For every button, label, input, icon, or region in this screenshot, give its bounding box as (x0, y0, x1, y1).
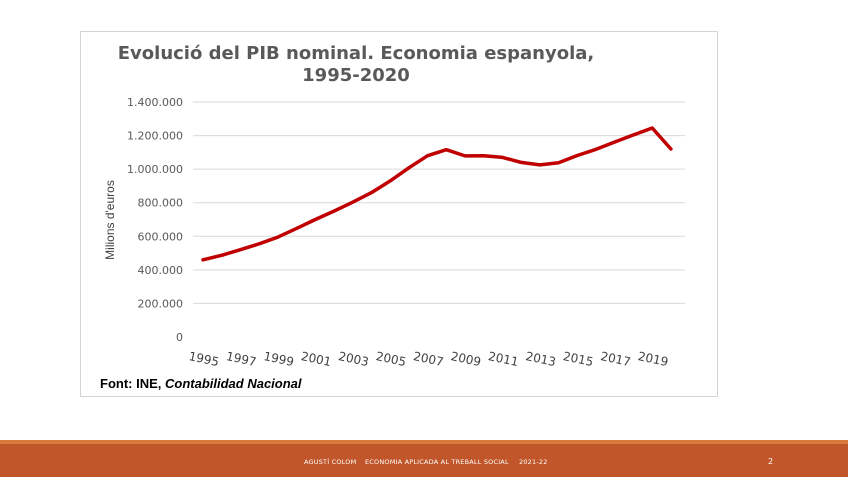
data-point (313, 218, 317, 221)
y-tick-label: 0 (176, 331, 183, 344)
chart-frame: Evolució del PIB nominal. Economia espan… (80, 31, 718, 397)
y-tick-label: 1.200.000 (127, 130, 183, 143)
y-tick-labels: 0 200.000 400.000 600.000 800.000 1.000.000 1.… (127, 96, 183, 344)
data-point (594, 147, 598, 151)
footer-course: ECONOMIA APLICADA AL TREBALL SOCIAL (365, 458, 509, 466)
data-point (444, 148, 448, 152)
x-tick-label: 2003 (337, 349, 370, 369)
data-point (407, 166, 411, 170)
footer-accent-line (0, 440, 848, 444)
data-point (238, 248, 242, 252)
footer-bar: AGUSTÍ COLOM ECONOMIA APLICADA AL TREBAL… (0, 444, 848, 477)
y-tick-label: 1.400.000 (127, 96, 183, 109)
data-point (276, 235, 280, 239)
x-tick-label: 2001 (300, 349, 333, 369)
x-tick-label: 1997 (225, 349, 258, 369)
data-point (501, 155, 504, 159)
data-point (575, 154, 579, 157)
data-point (332, 209, 336, 213)
gridlines (193, 101, 685, 304)
y-axis-label: Milions d'euros (103, 180, 117, 260)
data-point (201, 258, 205, 262)
x-tick-label: 1995 (187, 349, 220, 369)
footer-year: 2021-22 (519, 458, 548, 466)
x-tick-label: 1999 (262, 349, 295, 369)
y-tick-label: 600.000 (138, 230, 184, 243)
x-tick-label: 2009 (449, 349, 482, 369)
data-point (370, 191, 373, 195)
source-prefix: Font: INE, (100, 376, 165, 391)
data-point (650, 126, 654, 130)
footer-page-number: 2 (768, 457, 774, 466)
chart-subtitle: 1995-2020 (302, 65, 410, 86)
footer-author: AGUSTÍ COLOM (304, 458, 357, 466)
x-tick-label: 2015 (562, 349, 595, 369)
y-tick-label: 400.000 (138, 264, 184, 277)
x-tick-label: 2017 (599, 349, 632, 369)
data-point (613, 140, 617, 144)
data-point (538, 163, 542, 167)
x-tick-label: 2019 (637, 349, 670, 369)
x-tick-label: 2011 (487, 349, 520, 369)
x-tick-label: 2007 (412, 349, 445, 369)
data-point (388, 179, 392, 183)
y-tick-label: 800.000 (138, 197, 184, 210)
y-tick-label: 200.000 (138, 297, 184, 310)
x-tick-labels: 1995 1997 1999 2001 2003 2005 2007 2009 2011 2013… (187, 349, 669, 369)
data-point (482, 154, 486, 158)
data-point (519, 160, 523, 164)
data-point (632, 133, 635, 137)
y-tick-label: 1.000.000 (127, 163, 183, 176)
data-point (257, 242, 261, 246)
x-tick-label: 2005 (375, 349, 408, 369)
chart-title: Evolució del PIB nominal. Economia espan… (118, 43, 594, 64)
data-point (463, 154, 467, 158)
series-line-pib-nominal (201, 126, 673, 262)
source-note: Font: INE, Contabilidad Nacional (100, 376, 302, 391)
data-point (295, 226, 299, 230)
source-title: Contabilidad Nacional (165, 376, 302, 391)
x-tick-label: 2013 (524, 349, 557, 369)
data-point (220, 253, 224, 257)
data-point (426, 154, 430, 158)
data-point (557, 161, 561, 165)
data-point (351, 200, 355, 204)
chart-svg: Evolució del PIB nominal. Economia espan… (103, 43, 685, 369)
data-point (669, 147, 673, 151)
series-layer (201, 126, 673, 262)
